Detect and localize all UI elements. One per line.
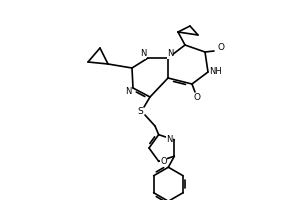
Text: O: O bbox=[160, 157, 167, 166]
Text: NH: NH bbox=[210, 68, 222, 76]
Text: N: N bbox=[167, 49, 173, 58]
Text: O: O bbox=[194, 94, 200, 102]
Text: N: N bbox=[125, 86, 131, 96]
Text: S: S bbox=[137, 108, 143, 116]
Text: N: N bbox=[140, 49, 146, 58]
Text: N: N bbox=[166, 135, 172, 144]
Text: O: O bbox=[218, 44, 224, 52]
